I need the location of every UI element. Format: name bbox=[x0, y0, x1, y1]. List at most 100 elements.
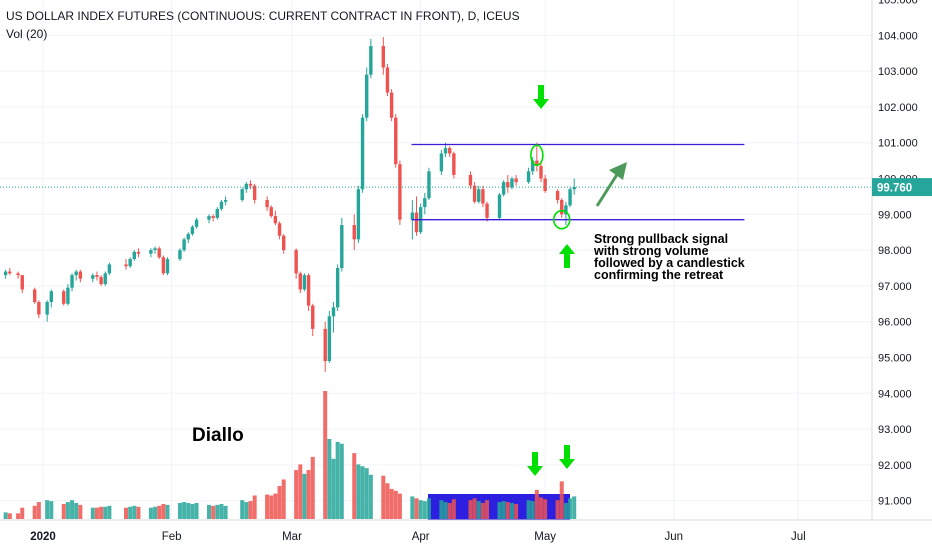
candle-body bbox=[539, 165, 543, 179]
candle-body bbox=[331, 307, 336, 317]
y-tick-label: 102.000 bbox=[878, 102, 918, 114]
volume-bar bbox=[94, 507, 99, 519]
volume-bar bbox=[356, 464, 361, 519]
candle-body bbox=[240, 189, 244, 200]
volume-bar bbox=[360, 466, 365, 519]
candle-body bbox=[20, 275, 24, 290]
y-tick-label: 96.000 bbox=[878, 317, 912, 329]
candle-body bbox=[365, 74, 369, 118]
volume-bar bbox=[468, 500, 473, 519]
x-tick-label: 2020 bbox=[30, 531, 56, 543]
candle-body bbox=[273, 216, 278, 224]
candle-body bbox=[497, 194, 502, 218]
note-line: with strong volume bbox=[594, 244, 709, 258]
chart-title: US DOLLAR INDEX FUTURES (CONTINUOUS: CUR… bbox=[6, 9, 520, 23]
volume-bar bbox=[480, 503, 485, 519]
volume-bar bbox=[281, 479, 286, 519]
volume-bar bbox=[368, 474, 373, 519]
volume-bar bbox=[157, 505, 162, 519]
candle-body bbox=[572, 187, 576, 190]
volume-bar bbox=[248, 501, 253, 519]
volume-bar bbox=[61, 503, 66, 519]
candle-body bbox=[555, 191, 560, 200]
candle-body bbox=[323, 328, 327, 362]
candle-body bbox=[182, 239, 186, 251]
x-tick-label: Feb bbox=[162, 531, 182, 543]
volume-bar bbox=[418, 500, 423, 519]
chart-header: US DOLLAR INDEX FUTURES (CONTINUOUS: CUR… bbox=[6, 8, 520, 42]
volume-bar bbox=[124, 507, 128, 519]
volume-bar bbox=[3, 512, 8, 519]
volume-bar bbox=[177, 503, 182, 519]
volume-bar bbox=[294, 470, 299, 519]
volume-bar bbox=[426, 498, 431, 519]
volume-bar bbox=[331, 458, 336, 519]
volume-bar bbox=[90, 507, 95, 519]
price-axis-bg bbox=[872, 0, 932, 550]
candle-body bbox=[215, 208, 219, 218]
volume-bar bbox=[385, 483, 390, 519]
volume-bar bbox=[381, 475, 386, 519]
candle-body bbox=[443, 148, 448, 154]
candles bbox=[3, 37, 576, 372]
volume-bar bbox=[49, 501, 54, 519]
candle-body bbox=[16, 273, 20, 276]
candle-body bbox=[49, 291, 53, 303]
volume-bar bbox=[244, 502, 249, 519]
level-lines bbox=[411, 143, 745, 221]
volume-bar bbox=[190, 503, 195, 519]
candle-body bbox=[99, 276, 103, 285]
candle-body bbox=[302, 275, 307, 290]
candle-body bbox=[91, 275, 95, 279]
candle-body bbox=[360, 117, 365, 190]
x-tick-label: Jul bbox=[791, 531, 806, 543]
volume-bar bbox=[148, 507, 153, 519]
volume-bar bbox=[36, 502, 41, 519]
y-tick-label: 91.000 bbox=[878, 496, 912, 508]
volume-bar bbox=[439, 500, 444, 519]
drawings bbox=[527, 85, 627, 476]
candle-body bbox=[340, 225, 344, 268]
y-tick-label: 104.000 bbox=[878, 30, 918, 42]
volume-bar bbox=[215, 504, 220, 519]
candle-body bbox=[282, 235, 286, 251]
candle-body bbox=[311, 305, 315, 329]
candle-body bbox=[78, 271, 83, 279]
volume-bar bbox=[422, 501, 427, 519]
volume-bar bbox=[161, 503, 166, 519]
volume-bar bbox=[107, 505, 112, 519]
y-tick-label: 92.000 bbox=[878, 460, 912, 472]
candle-body bbox=[136, 251, 141, 254]
volume-bar bbox=[306, 470, 311, 519]
candle-body bbox=[543, 178, 547, 192]
volume-bar bbox=[223, 505, 228, 519]
volume-bar bbox=[16, 513, 21, 519]
candle-body bbox=[410, 212, 415, 220]
note-line: Strong pullback signal bbox=[594, 232, 729, 246]
y-tick-label: 95.000 bbox=[878, 353, 912, 365]
volume-bar bbox=[559, 481, 564, 519]
candle-body bbox=[66, 287, 70, 304]
candle-body bbox=[269, 207, 273, 217]
candle-body bbox=[510, 178, 514, 188]
candle-body bbox=[385, 67, 390, 93]
volume-bar bbox=[7, 513, 12, 519]
candle-body bbox=[356, 189, 361, 240]
candle-body bbox=[448, 148, 452, 154]
volume-bar bbox=[364, 468, 369, 519]
volume-bar bbox=[509, 503, 514, 519]
candle-body bbox=[132, 251, 136, 260]
volume-bar bbox=[323, 391, 328, 519]
x-tick-label: Apr bbox=[412, 531, 430, 543]
candle-body bbox=[526, 171, 531, 183]
candle-body bbox=[8, 271, 12, 274]
candle-body bbox=[381, 46, 385, 68]
candle-body bbox=[178, 250, 182, 260]
volume-bar bbox=[132, 505, 137, 519]
candle-body bbox=[45, 302, 49, 315]
author-label: Diallo bbox=[192, 425, 244, 446]
volume-bar bbox=[153, 506, 158, 519]
x-tick-label: May bbox=[534, 531, 556, 543]
candle-body bbox=[394, 117, 398, 165]
